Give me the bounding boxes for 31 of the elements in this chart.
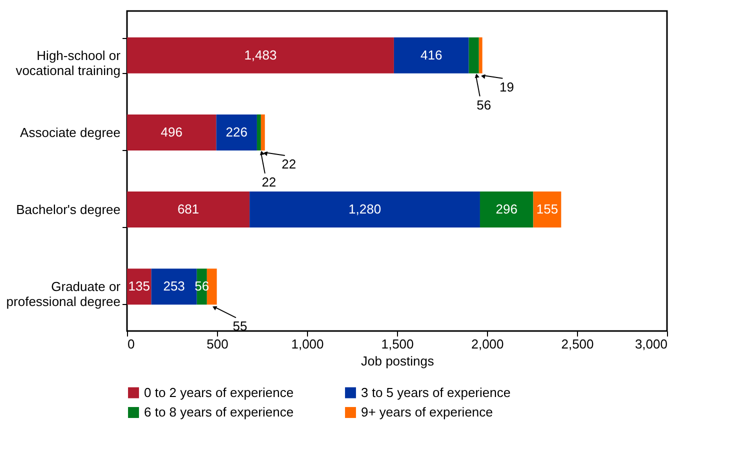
x-tick-label: 500 (206, 336, 228, 352)
data-label: 416 (420, 47, 442, 62)
data-label: 681 (177, 202, 200, 217)
annotation: 55 (232, 318, 248, 334)
data-label: 1,483 (244, 47, 277, 62)
x-tick-label: 1,500 (381, 336, 414, 352)
annotation: 56 (476, 97, 492, 112)
data-label: 496 (160, 124, 182, 140)
x-axis-title: Job postings (361, 354, 434, 368)
y-tick-label: Associate degree (20, 124, 120, 140)
data-label: 135 (128, 278, 150, 294)
x-tick-label: 0 (128, 336, 135, 352)
y-tick-label: Bachelor's degree (16, 202, 120, 218)
legend-label: 0 to 2 years of experience (144, 384, 294, 400)
data-label: 1,280 (348, 202, 382, 217)
data-label: 226 (226, 124, 248, 140)
annotation: 19 (499, 79, 514, 94)
y-tick-label: High-school or vocational training (16, 48, 122, 78)
legend-label: 3 to 5 years of experience (361, 384, 511, 400)
x-tick-label: 2,000 (471, 336, 504, 352)
data-label: 155 (536, 202, 558, 217)
y-tick-label: Graduate or professional degree (6, 279, 122, 310)
x-tick-label: 1,000 (291, 336, 324, 352)
annotation: 22 (262, 174, 276, 190)
data-label: 296 (496, 202, 518, 217)
data-label: 253 (163, 278, 185, 294)
legend-label: 6 to 8 years of experience (144, 404, 294, 420)
legend-label: 9+ years of experience (361, 404, 493, 420)
annotation: 22 (282, 156, 296, 172)
x-tick-label: 2,500 (561, 336, 594, 352)
x-tick-label: 3,000 (634, 336, 668, 352)
